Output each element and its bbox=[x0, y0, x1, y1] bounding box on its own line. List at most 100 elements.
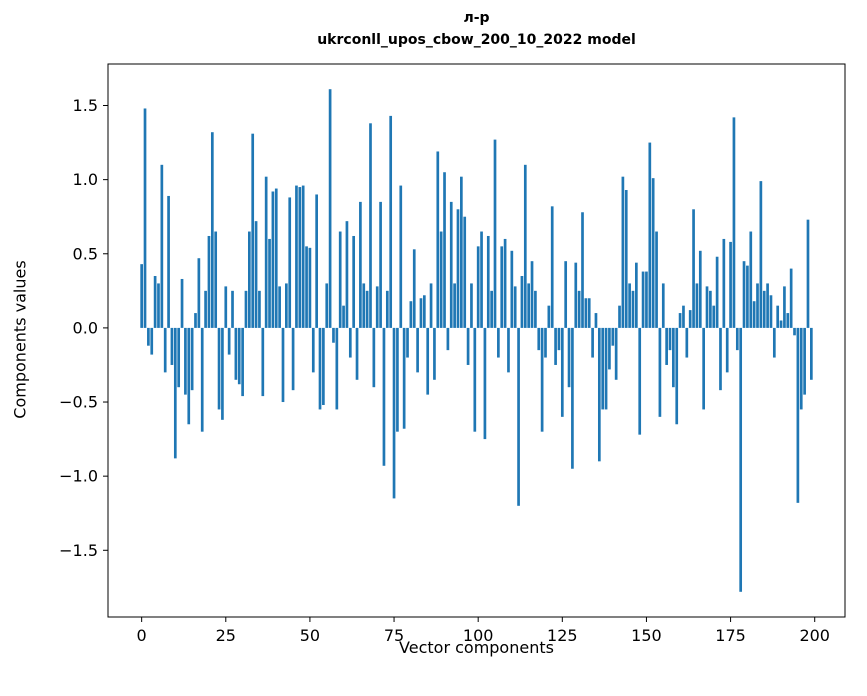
bar bbox=[298, 187, 302, 328]
bar bbox=[197, 258, 201, 328]
bar bbox=[355, 327, 359, 380]
bar bbox=[147, 327, 150, 346]
bar bbox=[534, 290, 537, 328]
chart-title: л-р ukrconll_upos_cbow_200_10_2022 model bbox=[108, 8, 845, 51]
bar bbox=[796, 327, 800, 503]
bar bbox=[285, 283, 288, 328]
bar bbox=[510, 250, 514, 328]
bar bbox=[665, 327, 668, 365]
bar bbox=[692, 209, 695, 328]
bar bbox=[153, 276, 157, 328]
bar bbox=[207, 235, 211, 328]
bar bbox=[682, 305, 685, 328]
bar bbox=[389, 115, 393, 328]
bar bbox=[190, 327, 194, 391]
x-axis-label: Vector components bbox=[399, 638, 554, 657]
bar bbox=[348, 327, 352, 358]
y-tick-label: 0.5 bbox=[73, 244, 98, 263]
bar bbox=[735, 327, 739, 351]
bar bbox=[335, 327, 339, 410]
bar bbox=[318, 327, 322, 410]
bar bbox=[779, 320, 783, 328]
bar bbox=[362, 283, 366, 328]
bar bbox=[709, 290, 712, 328]
bar bbox=[739, 327, 743, 592]
bar bbox=[271, 191, 275, 328]
bar bbox=[560, 327, 564, 417]
bar bbox=[749, 231, 753, 328]
bar bbox=[490, 290, 493, 328]
bar bbox=[258, 290, 261, 328]
bar bbox=[688, 310, 692, 328]
bar bbox=[224, 286, 228, 328]
bar bbox=[493, 139, 497, 328]
bar bbox=[194, 313, 197, 328]
bar bbox=[722, 238, 726, 328]
bar bbox=[648, 142, 652, 328]
bar bbox=[449, 201, 453, 328]
bar bbox=[729, 241, 732, 328]
bar bbox=[338, 231, 342, 328]
bar bbox=[278, 286, 281, 328]
bar bbox=[672, 327, 675, 388]
chart-title-line1: л-р bbox=[463, 10, 490, 26]
bar bbox=[783, 286, 786, 328]
bar bbox=[463, 216, 467, 328]
bar bbox=[641, 271, 645, 328]
bar bbox=[567, 327, 571, 388]
bar bbox=[544, 327, 547, 358]
x-tick-label: 175 bbox=[715, 626, 746, 645]
bar bbox=[167, 195, 170, 328]
bar bbox=[460, 176, 463, 328]
bar bbox=[668, 327, 672, 351]
bar bbox=[702, 327, 705, 410]
bar bbox=[436, 151, 440, 328]
bar bbox=[332, 327, 335, 343]
bar bbox=[473, 327, 477, 432]
bar bbox=[594, 313, 598, 328]
chart-title-line2: ukrconll_upos_cbow_200_10_2022 model bbox=[317, 31, 636, 48]
bar bbox=[803, 327, 806, 395]
bar bbox=[385, 290, 389, 328]
bar bbox=[264, 176, 268, 328]
bar bbox=[295, 185, 298, 328]
bar bbox=[325, 283, 329, 328]
y-tick-label: −0.5 bbox=[59, 393, 98, 412]
bar bbox=[382, 327, 386, 466]
bar bbox=[608, 327, 611, 370]
bar bbox=[497, 327, 500, 358]
bar bbox=[581, 212, 584, 328]
plot-border bbox=[107, 63, 846, 618]
bar bbox=[476, 246, 480, 328]
bar bbox=[547, 305, 551, 328]
bar bbox=[752, 301, 756, 328]
bar bbox=[170, 327, 174, 365]
x-tick-label: 125 bbox=[547, 626, 578, 645]
bar bbox=[406, 327, 409, 358]
bar bbox=[291, 327, 295, 391]
bar bbox=[446, 327, 450, 351]
bar bbox=[184, 327, 187, 395]
bar bbox=[396, 327, 399, 432]
bar bbox=[530, 261, 534, 328]
x-tick-label: 200 bbox=[799, 626, 830, 645]
bar bbox=[308, 247, 312, 328]
bar bbox=[624, 190, 628, 328]
bar bbox=[187, 327, 191, 425]
bar bbox=[645, 271, 648, 328]
bar bbox=[419, 298, 423, 328]
bar bbox=[597, 327, 601, 462]
y-tick-label: 0.0 bbox=[73, 318, 98, 337]
bar bbox=[631, 290, 635, 328]
bar bbox=[375, 286, 379, 328]
bar bbox=[409, 301, 413, 328]
bar bbox=[200, 327, 204, 432]
bar bbox=[577, 290, 581, 328]
bar bbox=[180, 278, 184, 328]
bar bbox=[500, 246, 504, 328]
bar bbox=[214, 231, 218, 328]
bar bbox=[517, 327, 520, 506]
bar bbox=[601, 327, 605, 410]
bar bbox=[345, 221, 349, 328]
